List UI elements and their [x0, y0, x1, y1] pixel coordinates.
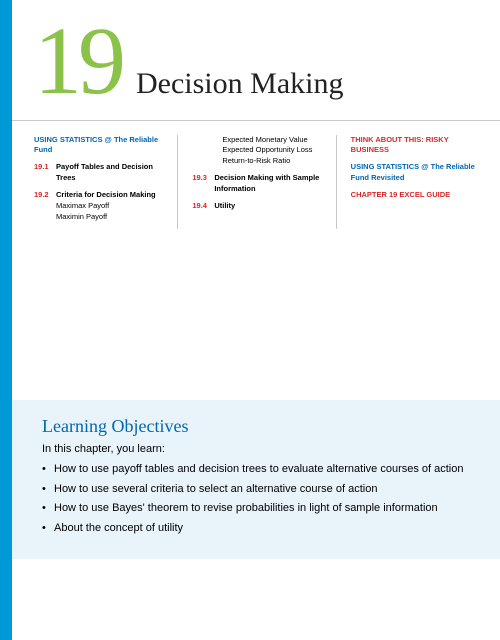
chapter-number: 19 [34, 20, 122, 102]
objectives-list: How to use payoff tables and decision tr… [42, 461, 476, 537]
toc-subsection: Maximin Payoff [56, 212, 163, 223]
toc-section-19-3: 19.3Decision Making with Sample Informat… [192, 173, 321, 195]
toc-section-19-4: 19.4Utility [192, 201, 321, 212]
objective-item: How to use Bayes' theorem to revise prob… [42, 500, 476, 518]
toc-column-3: THINK ABOUT THIS: RISKY BUSINESS USING S… [337, 135, 500, 229]
toc-subsection: Return-to-Risk Ratio [222, 156, 321, 167]
toc-excel-guide: CHAPTER 19 EXCEL GUIDE [351, 190, 480, 201]
toc-section-19-1: 19.1Payoff Tables and Decision Trees [34, 162, 163, 184]
toc-section-number: 19.4 [192, 201, 214, 212]
toc-section-number: 19.3 [192, 173, 214, 184]
toc-using-statistics-revisited: USING STATISTICS @ The Reliable Fund Rev… [351, 162, 480, 184]
objective-item: How to use payoff tables and decision tr… [42, 461, 476, 479]
chapter-title: Decision Making [136, 67, 343, 101]
toc-using-statistics: USING STATISTICS @ The Reliable Fund [34, 135, 163, 157]
toc-section-19-2: 19.2Criteria for Decision Making Maximax… [34, 190, 163, 223]
toc-section-number: 19.1 [34, 162, 56, 173]
objectives-title: Learning Objectives [42, 416, 476, 437]
toc-subsection: Expected Opportunity Loss [222, 145, 321, 156]
objective-item: How to use several criteria to select an… [42, 481, 476, 499]
toc-think-about-this: THINK ABOUT THIS: RISKY BUSINESS [351, 135, 480, 157]
toc-subsection: Expected Monetary Value [222, 135, 321, 146]
toc-section-label: Payoff Tables and Decision Trees [56, 162, 163, 184]
toc-column-2: Expected Monetary Value Expected Opportu… [178, 135, 336, 229]
toc-section-label: Utility [214, 201, 321, 212]
toc-section-label: Criteria for Decision Making [56, 190, 163, 201]
learning-objectives-box: Learning Objectives In this chapter, you… [12, 400, 500, 559]
chapter-header: 19 Decision Making [12, 0, 500, 121]
objective-item: About the concept of utility [42, 520, 476, 538]
left-accent-bar [0, 0, 12, 640]
toc-section-number: 19.2 [34, 190, 56, 201]
toc-subsection: Maximax Payoff [56, 201, 163, 212]
objectives-intro: In this chapter, you learn: [42, 443, 476, 455]
toc-section-label: Decision Making with Sample Information [214, 173, 321, 195]
table-of-contents: USING STATISTICS @ The Reliable Fund 19.… [12, 121, 500, 229]
toc-column-1: USING STATISTICS @ The Reliable Fund 19.… [34, 135, 178, 229]
page-content: 19 Decision Making USING STATISTICS @ Th… [12, 0, 500, 229]
